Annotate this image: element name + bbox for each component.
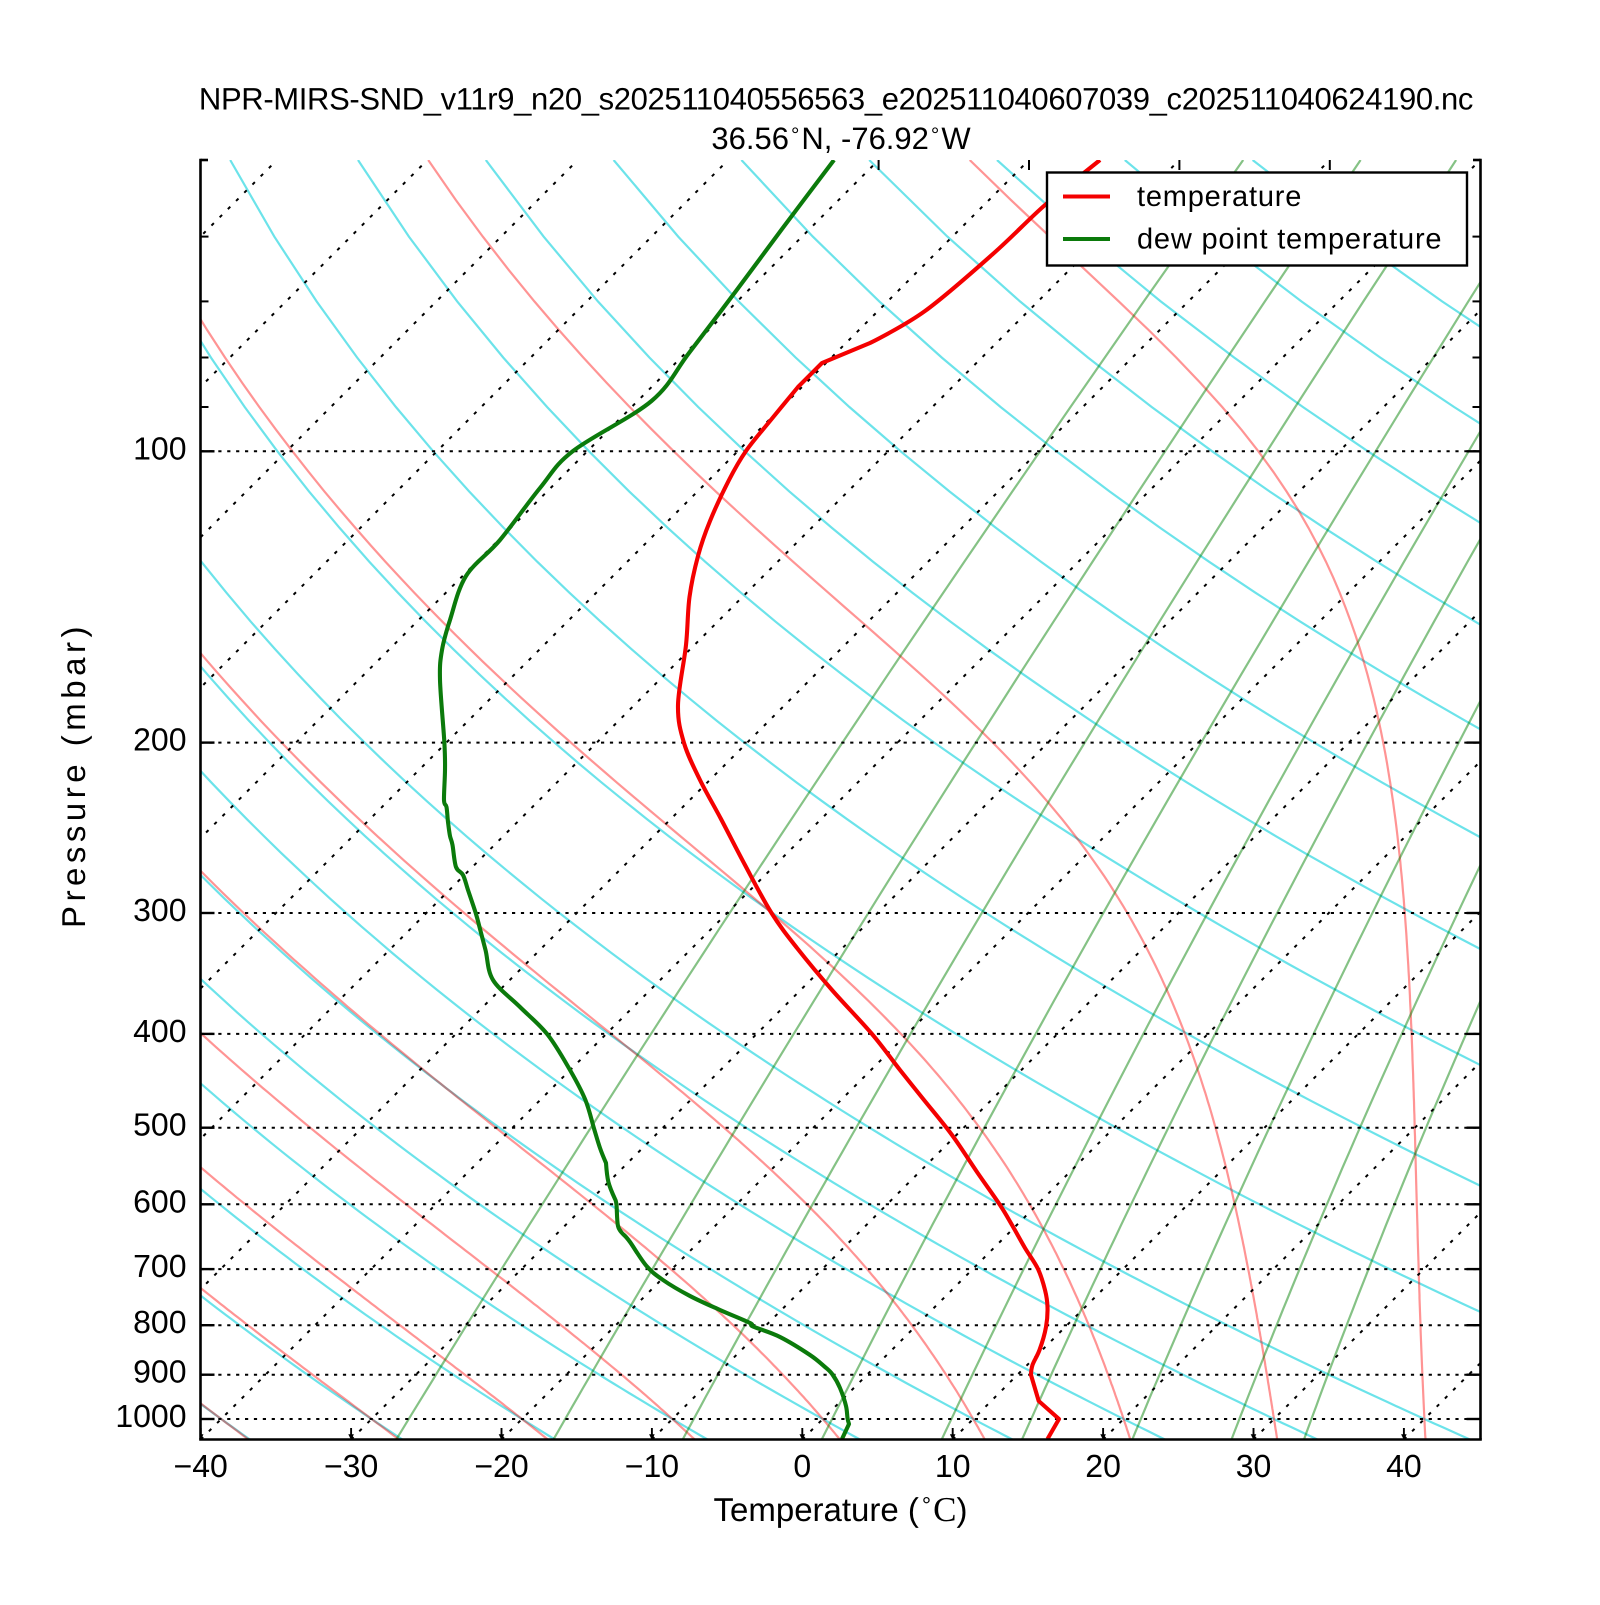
svg-text:600: 600	[133, 1183, 186, 1219]
svg-text:300: 300	[133, 892, 186, 928]
svg-text:−10: −10	[625, 1448, 679, 1484]
svg-text:20: 20	[1085, 1448, 1121, 1484]
svg-text:30: 30	[1236, 1448, 1272, 1484]
svg-text:200: 200	[133, 722, 186, 758]
svg-text:700: 700	[133, 1248, 186, 1284]
svg-text:Pressure (mbar): Pressure (mbar)	[55, 622, 92, 928]
svg-text:100: 100	[133, 430, 186, 466]
svg-text:−40: −40	[174, 1448, 228, 1484]
svg-text:0: 0	[793, 1448, 811, 1484]
svg-text:NPR-MIRS-SND_v11r9_n20_s202511: NPR-MIRS-SND_v11r9_n20_s202511040556563_…	[199, 82, 1473, 117]
svg-text:400: 400	[133, 1013, 186, 1049]
svg-text:36.56°N, -76.92°W: 36.56°N, -76.92°W	[711, 121, 971, 156]
svg-text:temperature: temperature	[1137, 181, 1302, 213]
svg-text:800: 800	[133, 1304, 186, 1340]
svg-text:dew point temperature: dew point temperature	[1137, 224, 1442, 256]
svg-text:10: 10	[935, 1448, 971, 1484]
svg-text:500: 500	[133, 1107, 186, 1143]
svg-text:1000: 1000	[115, 1398, 186, 1434]
svg-text:40: 40	[1386, 1448, 1422, 1484]
svg-text:−20: −20	[474, 1448, 528, 1484]
svg-text:900: 900	[133, 1354, 186, 1390]
svg-text:−30: −30	[324, 1448, 378, 1484]
